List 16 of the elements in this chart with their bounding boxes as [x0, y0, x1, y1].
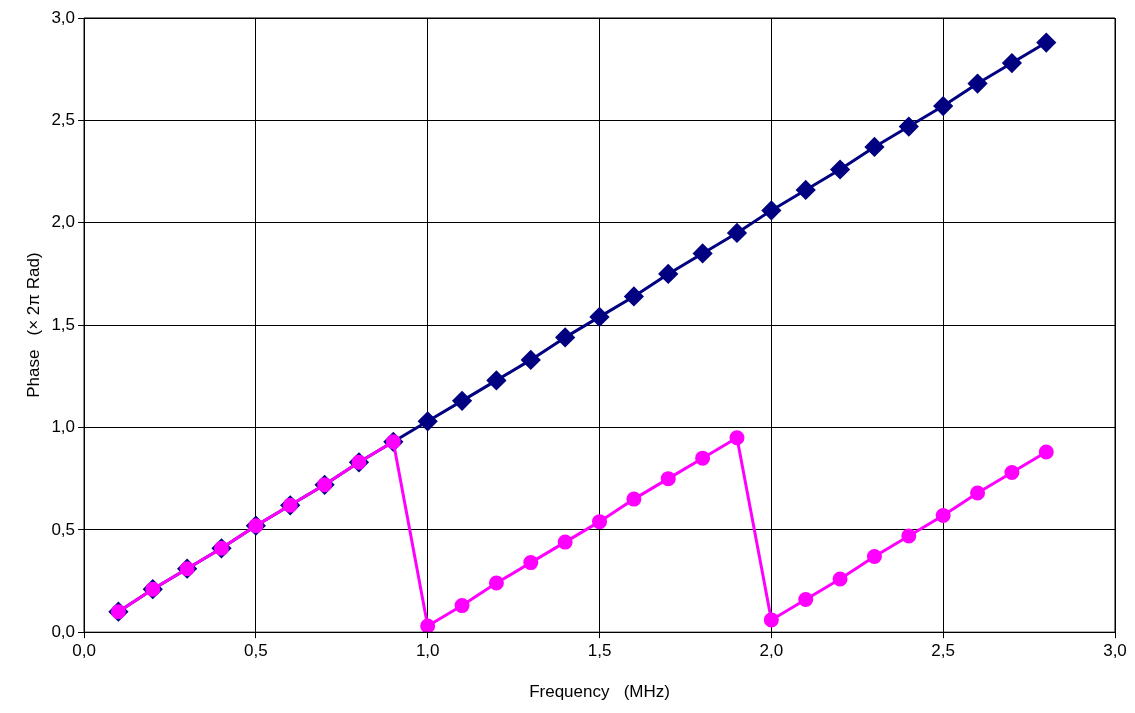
y-tick-label: 3,0	[51, 7, 76, 27]
y-tick-label: 2,0	[51, 212, 76, 232]
x-tick-label: 3,0	[1103, 641, 1127, 661]
y-tick-label: 0,0	[51, 621, 76, 641]
x-tick-label: 2,0	[759, 641, 784, 661]
x-tick-label: 1,5	[587, 641, 612, 661]
x-axis-title: Frequency (MHz)	[529, 682, 670, 702]
y-tick-label: 1,5	[51, 314, 76, 334]
y-tick-label: 2,5	[51, 110, 76, 130]
y-axis-title: Phase (× 2π Rad)	[23, 252, 43, 398]
x-tick-label: 0,5	[244, 641, 268, 661]
x-tick-label: 2,5	[931, 641, 955, 661]
x-tick-label: 1,0	[415, 641, 440, 661]
x-tick-label: 0,0	[72, 641, 96, 661]
y-tick-label: 0,5	[51, 519, 76, 539]
y-tick-label: 1,0	[51, 417, 76, 437]
